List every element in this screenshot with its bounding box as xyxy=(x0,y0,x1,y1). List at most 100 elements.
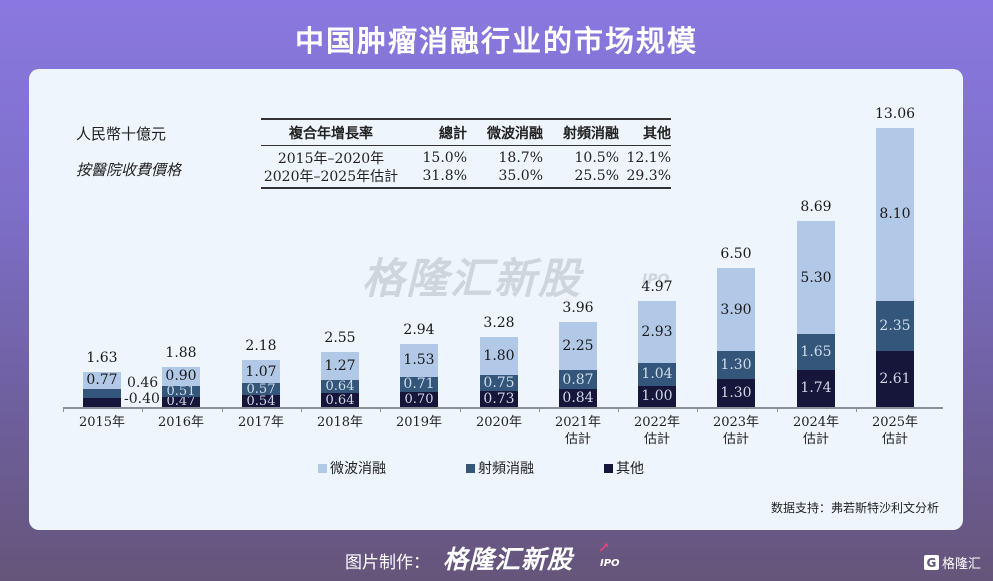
x-tick xyxy=(301,407,302,412)
x-tick-label: 2020年 xyxy=(475,415,523,430)
segment-radiofrequency: 0.57 xyxy=(242,382,280,397)
watermark-logo: 格隆汇新股 xyxy=(362,254,583,303)
bar-total: 4.97 xyxy=(641,278,673,295)
segment-other: 0.47 xyxy=(162,394,200,409)
bar-total: 1.63 xyxy=(86,350,118,367)
bar-total: 3.96 xyxy=(562,300,594,317)
segment-radiofrequency: 0.71 xyxy=(400,376,438,392)
segment-radiofrequency: 0.75 xyxy=(480,375,518,392)
segment-radiofrequency: 0.64 xyxy=(321,379,359,394)
legend-label: 射頻消融 xyxy=(478,461,534,477)
legend-swatch xyxy=(604,463,613,473)
x-tick xyxy=(539,407,540,412)
data-source: 数据支持：弗若斯特沙利文分析 xyxy=(770,501,939,515)
cagr-table: 複合年增長率 總計 微波消融 射頻消融 其他 2015年–2020年 15.0%… xyxy=(261,118,671,189)
segment-radiofrequency: 1.30 xyxy=(717,351,755,380)
segment-microwave: 5.30 xyxy=(797,221,835,335)
segment-other: 0.84 xyxy=(559,389,597,407)
x-tick xyxy=(222,407,223,412)
x-tick xyxy=(618,407,619,412)
segment-microwave: 3.90 xyxy=(717,267,755,352)
legend-swatch xyxy=(466,463,475,473)
cagr-header: 其他 xyxy=(643,125,671,142)
bar-total: 2.94 xyxy=(403,322,435,339)
x-tick-label: 2025年 估計 xyxy=(871,415,919,447)
x-tick-label: 2017年 xyxy=(237,415,285,430)
bar-total: 8.69 xyxy=(800,199,832,216)
segment-other: 2.61 xyxy=(876,351,914,407)
cagr-header: 射頻消融 xyxy=(563,125,619,142)
segment-other: 1.30 xyxy=(717,379,755,407)
legend-item-radiofrequency: 射頻消融 xyxy=(466,458,534,478)
segment-other: 0.64 xyxy=(321,393,359,408)
segment-radiofrequency xyxy=(83,388,121,399)
x-tick xyxy=(777,407,778,412)
g-logo-icon: G xyxy=(923,555,939,570)
segment-microwave: 0.90 xyxy=(162,366,200,387)
bar-total: 13.06 xyxy=(874,105,916,122)
page-title: 中国肿瘤消融行业的市场规模 xyxy=(294,24,698,58)
legend-label: 其他 xyxy=(616,461,644,477)
unit-label: 人民幣十億元 xyxy=(76,125,167,143)
segment-microwave: 1.27 xyxy=(321,352,359,380)
x-tick-label: 2018年 xyxy=(316,415,364,430)
x-tick xyxy=(697,407,698,412)
cagr-cell: 2015年–2020年 xyxy=(277,151,385,167)
x-tick xyxy=(142,407,143,412)
cagr-header: 複合年增長率 xyxy=(289,125,373,142)
segment-radiofrequency: 2.35 xyxy=(876,300,914,352)
bar-total: 2.55 xyxy=(324,330,356,347)
cagr-header: 微波消融 xyxy=(487,125,543,142)
footer-label: 图片制作： xyxy=(345,553,430,573)
x-tick xyxy=(380,407,381,412)
segment-radiofrequency: 1.65 xyxy=(797,334,835,370)
segment-microwave: 0.77 xyxy=(83,372,121,389)
cagr-row: 2015年–2020年 15.0% 18.7% 10.5% 12.1% xyxy=(261,149,671,167)
segment-microwave: 1.80 xyxy=(480,336,518,376)
bar-total: 2.18 xyxy=(245,338,277,355)
legend-item-microwave: 微波消融 xyxy=(318,458,386,478)
cagr-cell: 35.0% xyxy=(498,168,543,184)
bar-total: 3.28 xyxy=(483,314,515,331)
x-tick-label: 2024年 估計 xyxy=(792,415,840,447)
segment-radiofrequency: 0.51 xyxy=(162,384,200,399)
cagr-cell: 12.1% xyxy=(626,150,671,166)
legend-swatch xyxy=(318,463,327,473)
x-tick xyxy=(460,407,461,412)
outside-label-radiofrequency-2015: 0.46 xyxy=(127,375,159,391)
legend-item-other: 其他 xyxy=(604,458,644,478)
cagr-row: 2020年–2025年估計 31.8% 35.0% 25.5% 29.3% xyxy=(261,167,671,185)
segment-radiofrequency: 1.04 xyxy=(638,363,676,386)
x-tick-label: 2016年 xyxy=(157,415,205,430)
corner-logo-text: 格隆汇 xyxy=(941,557,981,572)
bar-total: 1.88 xyxy=(165,344,197,361)
cagr-cell: 25.5% xyxy=(574,168,619,184)
cagr-cell: 2020年–2025年估計 xyxy=(263,169,399,185)
x-tick-label: 2019年 xyxy=(395,415,443,430)
x-tick xyxy=(63,407,64,412)
corner-logo: G 格隆汇 xyxy=(923,553,981,572)
segment-other: 1.74 xyxy=(797,369,835,407)
cagr-cell: 15.0% xyxy=(422,150,467,166)
x-tick-label: 2015年 xyxy=(78,415,126,430)
segment-microwave: 2.25 xyxy=(559,322,597,371)
cagr-cell: 31.8% xyxy=(422,168,467,184)
x-axis xyxy=(63,407,943,409)
cagr-cell: 29.3% xyxy=(626,168,671,184)
basis-label: 按醫院收費價格 xyxy=(76,161,182,179)
x-tick-label: 2021年 估計 xyxy=(554,415,602,447)
bar-total: 6.50 xyxy=(720,245,752,262)
x-tick-label: 2022年 估計 xyxy=(633,415,681,447)
cagr-header: 總計 xyxy=(439,125,467,142)
segment-other: 0.73 xyxy=(480,391,518,407)
segment-microwave: 2.93 xyxy=(638,300,676,364)
outside-label-other-2015: -0.40 xyxy=(124,391,160,407)
x-tick-label: 2023年 估計 xyxy=(712,415,760,447)
segment-radiofrequency: 0.87 xyxy=(559,370,597,389)
watermark-ipo: IPO xyxy=(642,272,670,288)
cagr-header-row: 複合年增長率 總計 微波消融 射頻消融 其他 xyxy=(261,120,671,146)
segment-other xyxy=(83,398,121,407)
trend-arrow-icon: ↗ xyxy=(598,540,610,556)
footer-brand-logo: 格隆汇新股 xyxy=(443,545,574,574)
cagr-cell: 10.5% xyxy=(574,150,619,166)
